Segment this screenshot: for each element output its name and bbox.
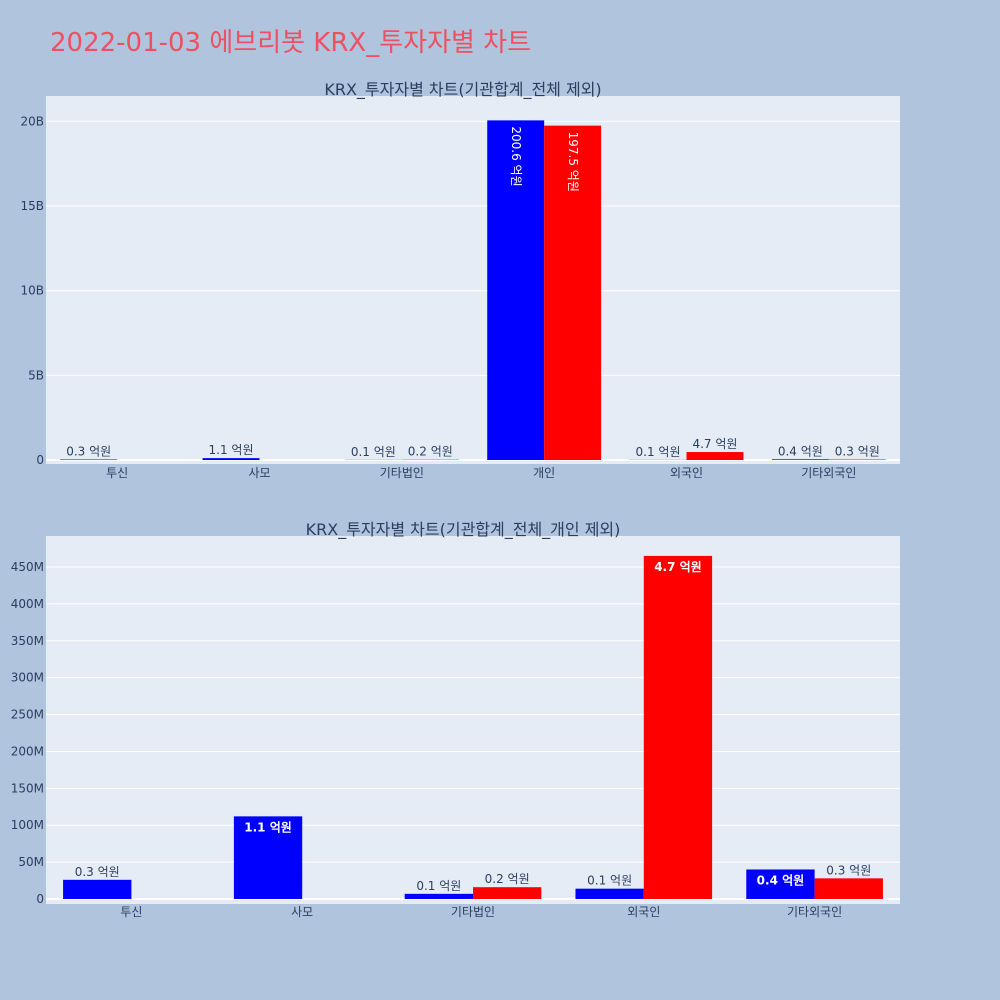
bar: [60, 459, 118, 460]
data-label: 0.1 억원: [587, 874, 632, 888]
data-label: 0.3 억원: [835, 444, 880, 458]
data-label: 0.4 억원: [757, 873, 805, 887]
chart-title: KRX_투자자별 차트(기관합계_전체 제외): [324, 80, 601, 100]
data-label: 4.7 억원: [692, 437, 737, 451]
data-label: 0.2 억원: [485, 872, 530, 886]
data-label: 1.1 억원: [244, 820, 292, 834]
x-tick-label: 외국인: [627, 905, 660, 919]
data-label: 0.1 억원: [636, 445, 681, 459]
page-title: 2022-01-03 에브리봇 KRX_투자자별 차트: [50, 28, 532, 58]
bar: [643, 555, 713, 899]
data-label: 200.6 억원: [509, 126, 523, 186]
bar: [575, 888, 644, 899]
y-tick-label: 200M: [11, 744, 44, 758]
y-tick-label: 300M: [11, 671, 44, 685]
x-tick-label: 개인: [533, 466, 555, 480]
y-tick-label: 100M: [11, 818, 44, 832]
chart-title: KRX_투자자별 차트(기관합계_전체_개인 제외): [306, 520, 621, 540]
y-tick-label: 150M: [11, 781, 44, 795]
x-tick-label: 투신: [106, 466, 128, 480]
x-tick-label: 사모: [291, 905, 313, 919]
y-tick-label: 0: [36, 892, 44, 906]
x-tick-label: 기타법인: [451, 905, 495, 919]
x-tick-label: 기타외국인: [787, 905, 842, 919]
bar: [233, 816, 303, 899]
plot-area: [46, 536, 900, 904]
y-tick-label: 15B: [20, 199, 44, 213]
bar: [828, 459, 886, 460]
bar-chart-bottom: 0 50M 100M 150M 200M 250M 300M 350M 400M 450M KRX_…: [11, 520, 900, 919]
bar-chart-top: 0 5B 10B 15B 20B KRX_투자자별 차트(기관합계_전체 제외) 투신 0.3…: [20, 80, 900, 480]
x-tick-label: 기타법인: [380, 466, 424, 480]
y-tick-label: 450M: [11, 560, 44, 574]
data-label: 0.1 억원: [416, 879, 461, 893]
bar: [686, 452, 744, 460]
y-tick-label: 350M: [11, 634, 44, 648]
bar: [746, 869, 815, 899]
bar: [814, 878, 883, 899]
bar: [202, 458, 260, 460]
data-label: 0.3 억원: [66, 444, 111, 458]
bar: [544, 125, 602, 461]
y-tick-label: 20B: [20, 114, 44, 128]
x-tick-label: 외국인: [670, 466, 703, 480]
y-tick-label: 0: [36, 453, 44, 467]
data-label: 0.1 억원: [351, 445, 396, 459]
data-label: 0.2 억원: [408, 445, 453, 459]
bar: [473, 887, 542, 899]
x-tick-label: 투신: [120, 905, 142, 919]
data-label: 0.3 억원: [75, 865, 120, 879]
data-label: 0.4 억원: [778, 444, 823, 458]
data-label: 0.3 억원: [826, 863, 871, 877]
x-tick-label: 사모: [248, 466, 270, 480]
y-tick-label: 400M: [11, 597, 44, 611]
data-label: 197.5 억원: [566, 132, 580, 192]
bar: [63, 879, 132, 899]
bar: [487, 120, 545, 461]
data-label: 4.7 억원: [654, 560, 702, 574]
y-tick-label: 10B: [20, 284, 44, 298]
bar: [404, 893, 473, 899]
y-tick-label: 50M: [18, 855, 44, 869]
data-label: 1.1 억원: [209, 443, 254, 457]
plot-area: [46, 96, 900, 464]
x-tick-label: 기타외국인: [801, 466, 856, 480]
bar: [771, 459, 829, 460]
y-tick-label: 250M: [11, 708, 44, 722]
y-tick-label: 5B: [28, 368, 44, 382]
